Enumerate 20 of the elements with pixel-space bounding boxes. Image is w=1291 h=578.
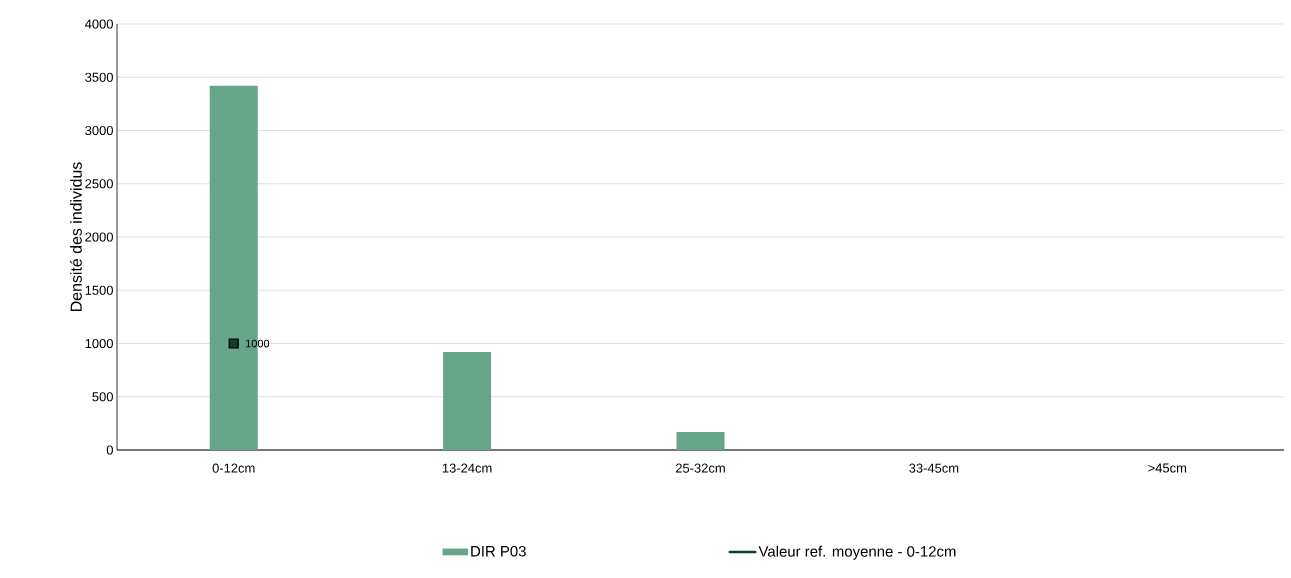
x-tick-label: 33-45cm — [909, 463, 959, 473]
x-tick-label: 0-12cm — [212, 463, 255, 473]
legend-label: DIR P03 — [471, 545, 526, 557]
x-tick-label: 25-32cm — [675, 463, 725, 473]
y-tick-label: 2500 — [85, 179, 113, 189]
y-tick-label: 3000 — [85, 125, 113, 136]
y-tick-label: 500 — [92, 392, 113, 402]
y-axis-title: Densité des individus — [69, 162, 82, 311]
y-tick-label: 1000 — [85, 338, 113, 349]
x-tick-label: >45cm — [1148, 463, 1187, 473]
legend-label: Valeur ref. moyenne - 0-12cm — [758, 545, 956, 560]
x-tick-label: 13-24cm — [442, 463, 492, 473]
y-tick-label: 4000 — [84, 19, 113, 29]
bar — [443, 352, 492, 450]
y-tick-label: 2000 — [85, 232, 113, 242]
y-tick-label: 1500 — [85, 285, 113, 295]
y-tick-label: 3500 — [85, 72, 113, 82]
data-label: 1000 — [246, 339, 270, 348]
bar — [676, 431, 725, 450]
y-tick-label: 0 — [106, 445, 113, 455]
